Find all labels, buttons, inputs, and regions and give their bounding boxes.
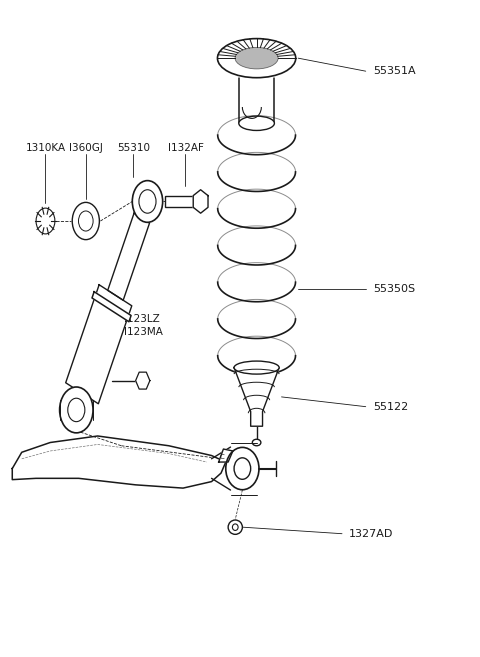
Text: C: C (219, 454, 224, 460)
Ellipse shape (234, 361, 279, 374)
Polygon shape (219, 449, 233, 462)
Polygon shape (66, 284, 132, 404)
Text: 1327AD: 1327AD (349, 529, 394, 539)
Ellipse shape (228, 520, 242, 534)
Text: 1310KA: 1310KA (25, 143, 66, 152)
Text: 55351A: 55351A (373, 66, 416, 76)
FancyBboxPatch shape (165, 196, 193, 207)
Polygon shape (92, 292, 131, 322)
Ellipse shape (234, 458, 251, 480)
Text: 55122: 55122 (373, 401, 408, 412)
Text: I123LZ: I123LZ (124, 314, 159, 324)
Text: I360GJ: I360GJ (69, 143, 103, 152)
Polygon shape (234, 367, 279, 426)
Polygon shape (108, 213, 150, 300)
Ellipse shape (132, 181, 163, 222)
Ellipse shape (60, 387, 93, 433)
Ellipse shape (217, 39, 296, 78)
Text: 55310: 55310 (117, 143, 150, 152)
Ellipse shape (226, 447, 259, 489)
Text: I132AF: I132AF (168, 143, 204, 152)
Polygon shape (193, 190, 208, 213)
Ellipse shape (239, 116, 275, 131)
Ellipse shape (232, 524, 238, 530)
Ellipse shape (36, 208, 55, 234)
Ellipse shape (79, 211, 93, 231)
Text: I123MA: I123MA (124, 327, 163, 337)
Ellipse shape (139, 190, 156, 213)
Ellipse shape (72, 202, 99, 240)
Polygon shape (136, 372, 150, 389)
Ellipse shape (252, 440, 261, 445)
Ellipse shape (68, 398, 85, 422)
Polygon shape (12, 436, 226, 488)
Text: 55350S: 55350S (373, 284, 415, 294)
Ellipse shape (235, 47, 278, 69)
